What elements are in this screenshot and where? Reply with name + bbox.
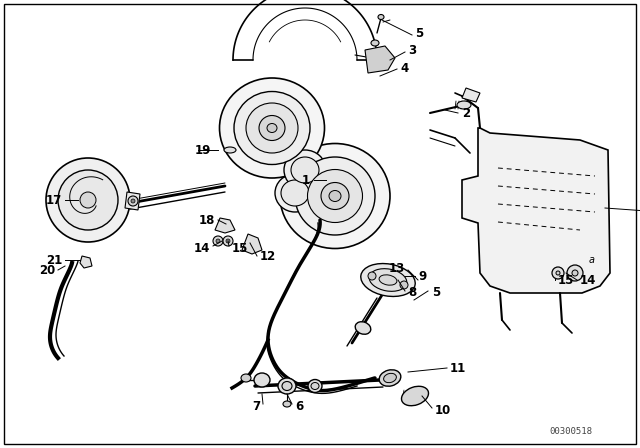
Ellipse shape [457, 101, 471, 109]
Text: 3: 3 [408, 43, 416, 56]
Polygon shape [80, 256, 92, 268]
Text: 9: 9 [418, 270, 426, 283]
Ellipse shape [259, 116, 285, 141]
Ellipse shape [254, 373, 270, 387]
Ellipse shape [291, 157, 319, 183]
Text: 19: 19 [195, 143, 211, 156]
Ellipse shape [401, 386, 429, 406]
Text: 5: 5 [415, 26, 423, 39]
Text: 2: 2 [462, 107, 470, 120]
Ellipse shape [278, 378, 296, 394]
Ellipse shape [282, 382, 292, 391]
Text: 10: 10 [435, 404, 451, 417]
Circle shape [128, 196, 138, 206]
Ellipse shape [371, 40, 379, 46]
Ellipse shape [284, 150, 326, 190]
Ellipse shape [267, 124, 277, 133]
Circle shape [556, 271, 560, 275]
Circle shape [552, 267, 564, 279]
Ellipse shape [283, 401, 291, 407]
Circle shape [80, 192, 96, 208]
Circle shape [226, 239, 230, 243]
Circle shape [213, 236, 223, 246]
Text: 4: 4 [400, 61, 408, 74]
Ellipse shape [311, 383, 319, 389]
Circle shape [368, 272, 376, 280]
Polygon shape [365, 46, 395, 73]
Text: 1: 1 [302, 173, 310, 186]
Circle shape [567, 265, 583, 281]
Ellipse shape [369, 269, 407, 291]
Ellipse shape [224, 147, 236, 153]
Text: a: a [589, 255, 595, 265]
Text: 00300518: 00300518 [549, 427, 592, 436]
Circle shape [400, 281, 408, 289]
Text: 15: 15 [558, 273, 574, 287]
Text: 21: 21 [45, 254, 62, 267]
Ellipse shape [379, 275, 397, 285]
Polygon shape [125, 192, 140, 210]
Ellipse shape [383, 373, 396, 383]
Text: 8: 8 [408, 287, 416, 300]
Ellipse shape [280, 143, 390, 249]
Text: 6: 6 [295, 400, 303, 413]
Circle shape [131, 199, 135, 203]
Circle shape [572, 270, 578, 276]
Circle shape [223, 236, 233, 246]
Polygon shape [215, 218, 235, 233]
Text: 11: 11 [450, 362, 467, 375]
Text: 7: 7 [252, 400, 260, 413]
Text: 14: 14 [194, 241, 210, 254]
Circle shape [216, 239, 220, 243]
Polygon shape [462, 128, 610, 293]
Ellipse shape [281, 180, 309, 206]
Ellipse shape [321, 182, 349, 210]
Text: 15: 15 [232, 241, 248, 254]
Text: 17: 17 [45, 194, 62, 207]
Text: 18: 18 [198, 214, 215, 227]
Ellipse shape [379, 370, 401, 386]
Ellipse shape [234, 91, 310, 164]
Ellipse shape [361, 263, 415, 297]
Ellipse shape [329, 190, 341, 202]
Text: 5: 5 [432, 287, 440, 300]
Circle shape [58, 170, 118, 230]
Ellipse shape [246, 103, 298, 153]
Ellipse shape [355, 322, 371, 334]
Ellipse shape [307, 169, 362, 223]
Text: 13: 13 [388, 262, 405, 275]
Ellipse shape [378, 14, 384, 20]
Ellipse shape [275, 174, 315, 212]
Text: 12: 12 [260, 250, 276, 263]
Circle shape [46, 158, 130, 242]
Ellipse shape [308, 379, 322, 392]
Ellipse shape [241, 374, 251, 382]
Polygon shape [242, 234, 262, 254]
Ellipse shape [295, 157, 375, 235]
Ellipse shape [220, 78, 324, 178]
Text: 20: 20 [39, 263, 55, 276]
Text: 14: 14 [580, 273, 596, 287]
Polygon shape [462, 88, 480, 102]
